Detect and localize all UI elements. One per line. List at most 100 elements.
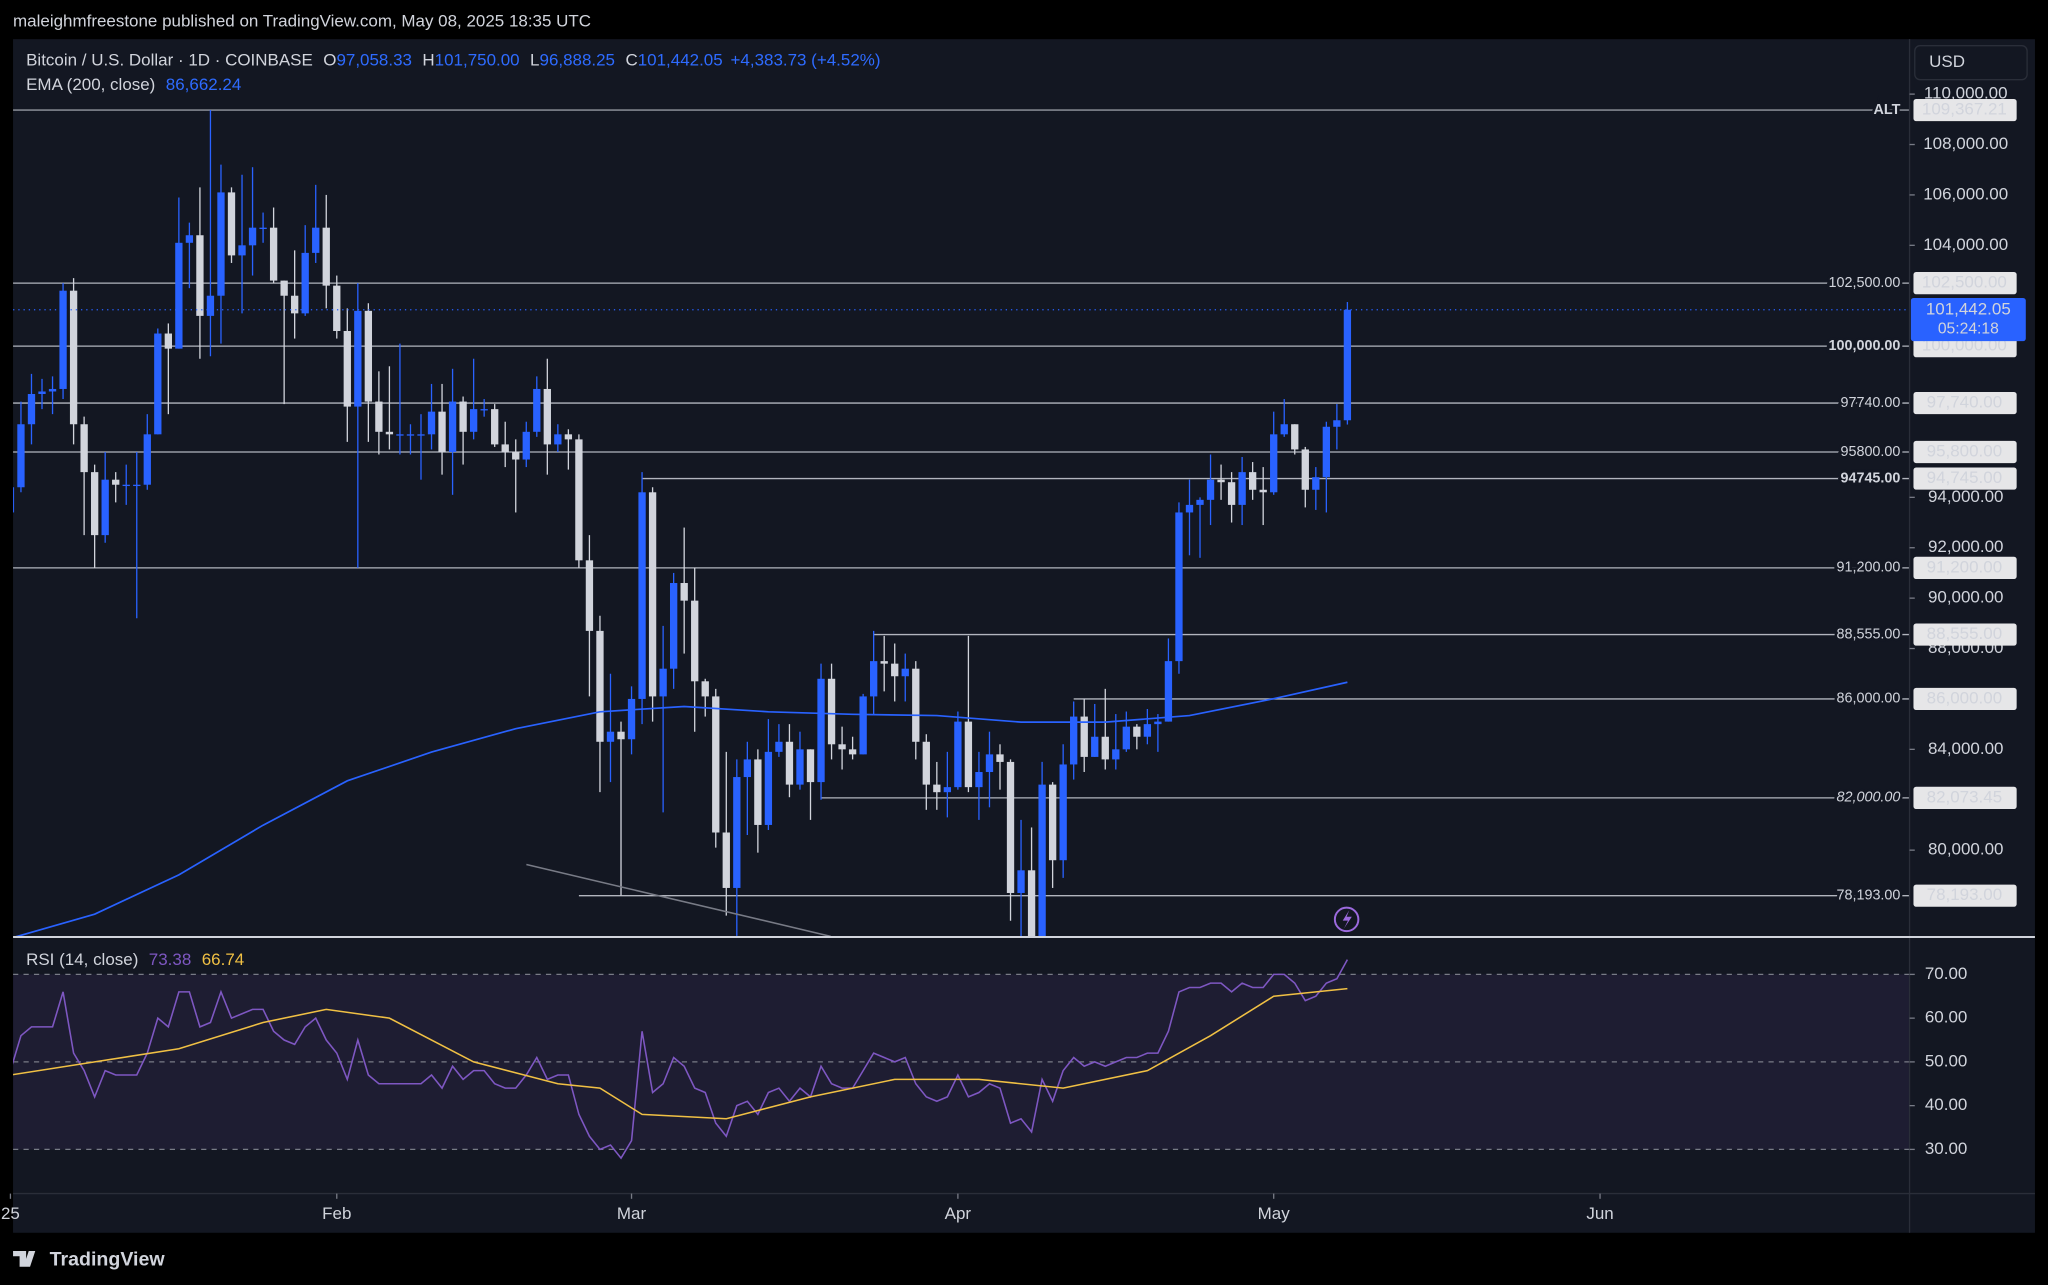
candle-body [280, 280, 288, 296]
symbol-legend: Bitcoin / U.S. Dollar · 1D · COINBASE O97… [26, 51, 880, 70]
level-label: 100,000.00 [1829, 338, 1901, 354]
level-price-box [1913, 467, 2017, 490]
candle-body [1027, 870, 1036, 937]
candle-body [806, 749, 815, 783]
candle-body [80, 424, 88, 473]
level-price-box [1913, 272, 2017, 295]
candle-body [880, 661, 888, 664]
level-price-label: 91,200.00 [1927, 557, 2003, 576]
candle-body [922, 741, 930, 785]
candle-body [48, 388, 57, 392]
candle-body [480, 409, 488, 411]
candle-body [459, 401, 467, 432]
level-price-box [1913, 687, 2017, 711]
candle-body [701, 681, 709, 697]
candle-body [185, 235, 194, 243]
rsi-legend: RSI (14, close) 73.38 66.74 [26, 951, 244, 970]
y-tick-label: 80,000.00 [1928, 840, 2004, 859]
y-tick-label: 60.00 [1925, 1008, 1967, 1027]
candle-body [1070, 716, 1078, 765]
candle-body [427, 411, 436, 435]
currency-label[interactable]: USD [1929, 52, 1965, 71]
candle-body [543, 388, 551, 445]
candle-body [196, 235, 204, 316]
candle-body [754, 759, 762, 825]
candle-body [901, 668, 909, 677]
symbol-title: Bitcoin / U.S. Dollar · 1D · COINBASE [26, 51, 313, 70]
candle-body [1280, 424, 1288, 435]
candle-body [406, 434, 415, 436]
level-label: 94745.00 [1840, 470, 1900, 486]
candle-body [975, 772, 983, 788]
ema-value: 86,662.24 [166, 76, 242, 95]
ohlc-value: 101,750.00 [435, 51, 520, 70]
rsi-line [13, 959, 1349, 1160]
rsi-name: RSI (14, close) [26, 951, 138, 970]
candle-body [891, 663, 899, 677]
candle-body [533, 388, 541, 432]
candle-body [438, 411, 446, 452]
candle-body [90, 472, 99, 536]
candle-body [501, 444, 509, 452]
candle-body [27, 394, 36, 425]
candle-body [1227, 482, 1236, 505]
candle-body [1143, 724, 1152, 737]
candle-body [312, 227, 320, 253]
candle-body [691, 600, 699, 682]
level-price-label: 82,073.45 [1927, 787, 2003, 806]
candle-body [1080, 716, 1088, 757]
candle-body [943, 787, 952, 793]
candle-body [764, 751, 773, 825]
candle-body [1185, 504, 1194, 513]
candle-body [1112, 749, 1120, 760]
candle-body [659, 668, 667, 697]
trend-line [526, 863, 831, 938]
candle-body [1154, 721, 1162, 725]
currency-button[interactable]: USD [1914, 45, 2028, 81]
level-label: 82,000.00 [1837, 790, 1901, 806]
level-price-label: 86,000.00 [1927, 688, 2003, 707]
level-label: 88,555.00 [1837, 626, 1901, 642]
alert-circle [1333, 906, 1360, 933]
level-price-label: 95,800.00 [1927, 441, 2003, 460]
x-tick-label: Apr [945, 1204, 972, 1223]
candle-body [133, 484, 141, 487]
candle-body [1270, 434, 1278, 493]
candle-body [248, 227, 257, 246]
candle-body [554, 434, 562, 445]
level-price-label: 88,555.00 [1927, 624, 2003, 643]
candle-body [859, 696, 867, 755]
rsi-value: 66.74 [202, 951, 244, 970]
candle-body [1038, 784, 1046, 937]
y-tick-label: 40.00 [1925, 1095, 1967, 1114]
candle-body [1164, 661, 1173, 722]
candle-body [1259, 489, 1267, 493]
x-tick-label: Mar [617, 1204, 647, 1223]
candle-body [1133, 726, 1141, 737]
level-price-label: 78,193.00 [1927, 885, 2003, 904]
candle-body [1322, 426, 1330, 478]
candle-body [364, 310, 373, 402]
countdown-label: 05:24:18 [1938, 321, 1999, 338]
x-tick-label: 25 [1, 1204, 20, 1223]
candle-body [112, 479, 120, 485]
candle-body [59, 290, 67, 389]
candle-body [227, 192, 236, 256]
candle-body [175, 242, 183, 349]
candle-body [38, 391, 46, 395]
candle-body [522, 431, 530, 460]
currency-box[interactable] [1914, 45, 2028, 81]
level-label: 86,000.00 [1837, 691, 1901, 707]
level-price-box [1913, 623, 2017, 646]
y-tick-label: 106,000.00 [1923, 184, 2008, 203]
candle-body [933, 784, 941, 793]
x-tick-label: Jun [1586, 1204, 1613, 1223]
level-price-box [1913, 391, 2017, 415]
candle-body [712, 696, 720, 833]
brand-logo [13, 1251, 36, 1267]
candle-body [1101, 736, 1109, 760]
level-price-box [1913, 440, 2017, 464]
candle-body [69, 290, 78, 425]
candle-body [669, 583, 678, 669]
